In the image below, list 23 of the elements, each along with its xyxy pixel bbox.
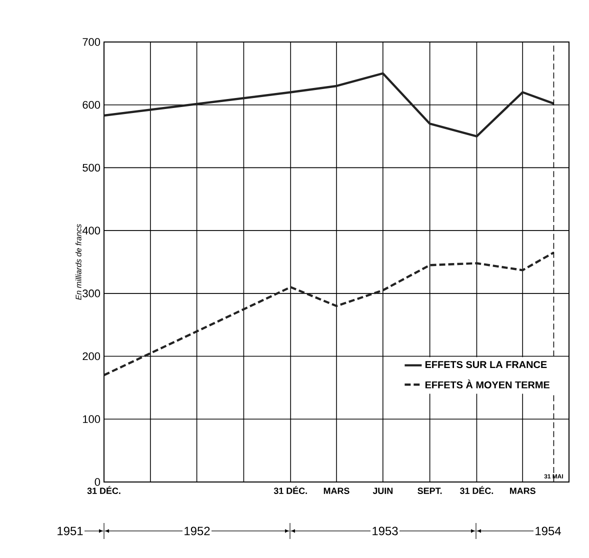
text: 1953	[372, 526, 398, 536]
y-tick-label: 600	[82, 100, 100, 109]
y-tick-label: 100	[83, 415, 100, 424]
x-tick-label: 31 DÉC.	[87, 486, 120, 494]
x-tick-label: SEPT.	[418, 488, 442, 494]
y-tick-label: 300	[82, 290, 100, 298]
x-tick-label: 31 DÉC.	[274, 486, 307, 494]
x-tick-label: 31 DÉC.	[460, 486, 494, 494]
y-tick-label: 200	[82, 352, 100, 360]
text: 1951	[58, 526, 83, 536]
line-series	[104, 72, 555, 138]
text: 1952	[184, 526, 210, 536]
x-tick-label: MARS	[324, 488, 350, 494]
x-tick-label: JUIN	[372, 488, 393, 494]
y-tick-label: 0	[94, 478, 100, 486]
x-tick-label: MARS	[510, 488, 536, 494]
text: 1954	[536, 526, 561, 536]
legend-label: EFFETS À MOYEN TERME	[425, 379, 550, 388]
legend-label: EFFETS SUR LA FRANCE	[425, 361, 547, 368]
y-tick-label: 400	[82, 226, 100, 234]
y-tick-label: 500	[82, 164, 100, 172]
line-series	[104, 251, 555, 376]
y-tick-label: 700	[82, 38, 100, 46]
